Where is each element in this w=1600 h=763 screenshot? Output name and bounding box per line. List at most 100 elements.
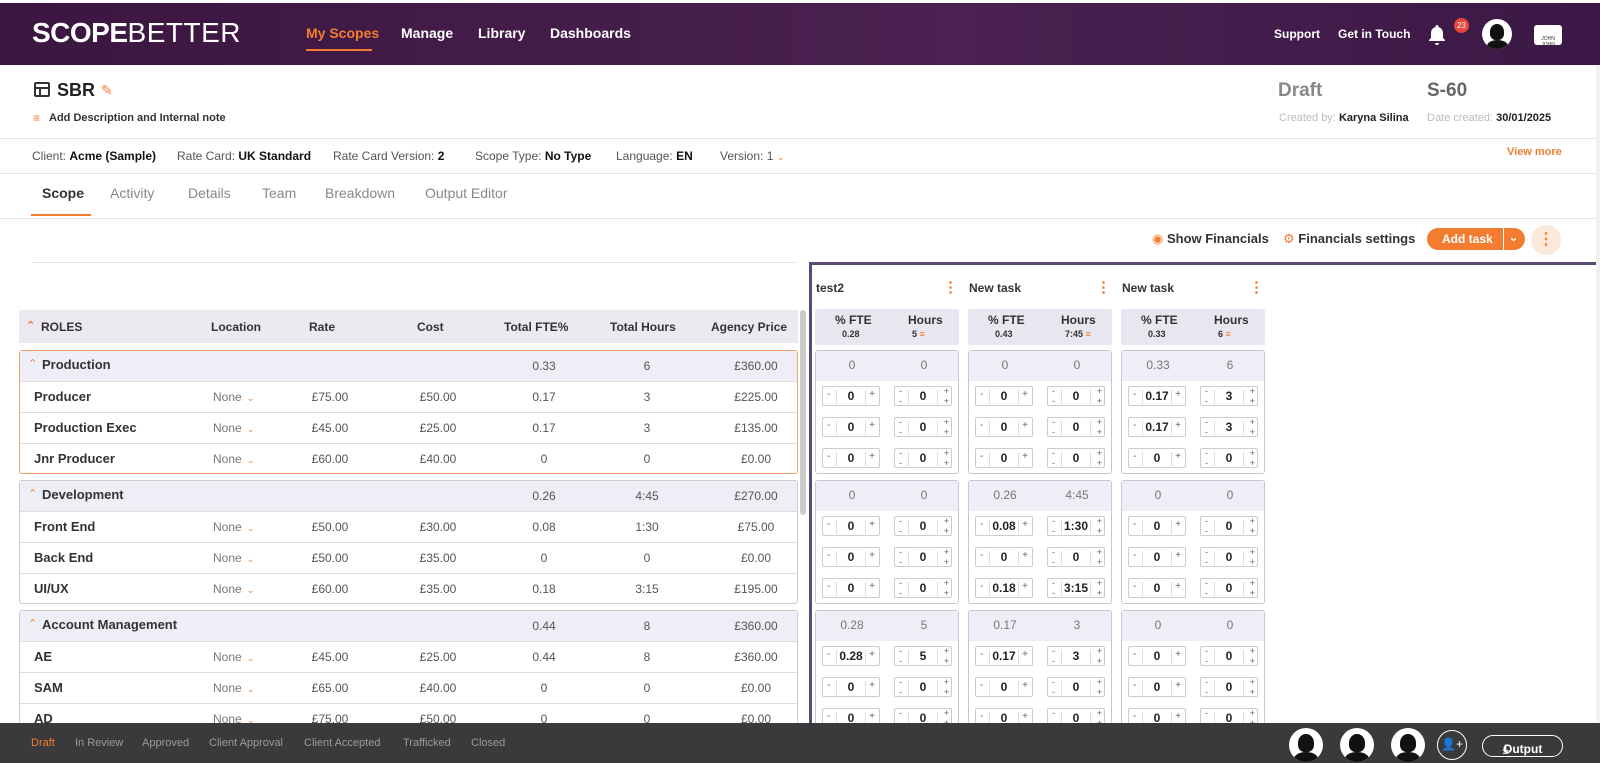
fte-value[interactable]: 0 [1142,712,1172,726]
hours-stepper[interactable]: -- 0 ++ [894,386,952,406]
fte-value[interactable]: 0.18 [989,582,1019,596]
hours-value[interactable]: 0 [908,421,938,435]
nav-my-scopes[interactable]: My Scopes [306,25,380,41]
increment-button[interactable]: + [1022,451,1028,462]
company-logo[interactable]: JOHN JOHN [1534,25,1562,48]
increment-button[interactable]: + [1022,711,1028,722]
hours-value[interactable]: 1:30 [1061,520,1091,534]
task-menu-icon[interactable]: ⋮ [943,279,958,296]
status-draft[interactable]: Draft [31,737,55,749]
hours-stepper[interactable]: -- 0 ++ [1200,547,1258,567]
task-menu-icon[interactable]: ⋮ [1096,279,1111,296]
decrement-button[interactable]: - [827,680,831,691]
fte-stepper[interactable]: - 0 + [975,386,1033,406]
increment-button[interactable]: + [1022,420,1028,431]
fte-stepper[interactable]: - 0 + [975,448,1033,468]
decrement-button[interactable]: - [980,711,984,722]
chevron-down-icon[interactable]: ⌄ [1509,232,1519,244]
fte-value[interactable]: 0 [989,551,1019,565]
task-name[interactable]: New task [969,281,1022,295]
decrement-button[interactable]: -- [1052,646,1055,666]
group-header[interactable]: ⌃ Production 0.33 6 £360.00 [20,351,797,381]
hours-stepper[interactable]: -- 0 ++ [1047,448,1105,468]
nav-dashboards[interactable]: Dashboards [550,25,631,41]
decrement-button[interactable]: -- [1205,448,1208,468]
financials-settings-button[interactable]: ⚙ Financials settings [1283,231,1415,247]
fte-stepper[interactable]: - 0 + [975,417,1033,437]
status-closed[interactable]: Closed [471,737,506,749]
decrement-button[interactable]: - [1133,389,1137,400]
fte-stepper[interactable]: - 0 + [822,516,880,536]
hours-value[interactable]: 0 [1061,390,1091,404]
increment-button[interactable]: + [869,649,875,660]
increment-button[interactable]: + [1175,711,1181,722]
fte-value[interactable]: 0 [836,520,866,534]
hours-value[interactable]: 0 [1214,551,1244,565]
status-trafficked[interactable]: Trafficked [403,737,451,749]
fte-stepper[interactable]: - 0 + [975,677,1033,697]
team-avatar[interactable] [1340,728,1374,762]
decrement-button[interactable]: -- [1052,417,1055,437]
fte-value[interactable]: 0 [836,712,866,726]
increment-button[interactable]: ++ [943,448,949,468]
hours-value[interactable]: 0 [908,452,938,466]
increment-button[interactable]: + [869,581,875,592]
location-select[interactable]: None ⌄ [213,712,254,726]
decrement-button[interactable]: - [827,711,831,722]
decrement-button[interactable]: - [1133,680,1137,691]
location-select[interactable]: None ⌄ [213,390,254,404]
hours-value[interactable]: 3 [1214,421,1244,435]
hours-value[interactable]: 0 [908,520,938,534]
status-client-accepted[interactable]: Client Accepted [304,737,381,749]
increment-button[interactable]: + [1022,581,1028,592]
decrement-button[interactable]: - [1133,581,1137,592]
app-logo[interactable]: SCOPEBETTER [32,17,241,49]
location-select[interactable]: None ⌄ [213,520,254,534]
increment-button[interactable]: + [1175,550,1181,561]
hours-stepper[interactable]: -- 0 ++ [1200,516,1258,536]
decrement-button[interactable]: -- [899,417,902,437]
hours-stepper[interactable]: -- 3 + + [1200,386,1258,406]
increment-button[interactable]: ++ [1096,386,1102,406]
location-select[interactable]: None ⌄ [213,681,254,695]
show-financials-button[interactable]: ◉ Show Financials [1152,231,1269,247]
increment-button[interactable]: ++ [1096,646,1102,666]
decrement-button[interactable]: -- [1052,677,1055,697]
increment-button[interactable]: ++ [1096,547,1102,567]
task-menu-icon[interactable]: ⋮ [1249,279,1264,296]
increment-button[interactable]: + [1022,680,1028,691]
hours-value[interactable]: 0 [1061,452,1091,466]
increment-button[interactable]: ++ [1096,448,1102,468]
tab-team[interactable]: Team [262,185,297,201]
status-in-review[interactable]: In Review [75,737,124,749]
increment-button[interactable]: ++ [1096,516,1102,536]
decrement-button[interactable]: -- [1052,547,1055,567]
decrement-button[interactable]: -- [1205,677,1208,697]
decrement-button[interactable]: - [827,550,831,561]
increment-button[interactable]: + [869,519,875,530]
decrement-button[interactable]: - [980,550,984,561]
increment-button[interactable]: + [1022,519,1028,530]
increment-button[interactable]: + [1175,581,1181,592]
hours-value[interactable]: 3 [1214,390,1244,404]
increment-button[interactable]: + [1175,680,1181,691]
fte-stepper[interactable]: - 0 + [1128,646,1186,666]
increment-button[interactable]: ++ [1249,386,1255,406]
decrement-button[interactable]: - [1133,519,1137,530]
hours-stepper[interactable]: -- 3:15 + + [1047,578,1105,598]
fte-stepper[interactable]: - 0 + [1128,448,1186,468]
hours-stepper[interactable]: -- 3 + + [1200,417,1258,437]
decrement-button[interactable]: - [980,451,984,462]
fte-stepper[interactable]: - 0 + [822,578,880,598]
fte-value[interactable]: 0 [1142,520,1172,534]
increment-button[interactable]: + [869,420,875,431]
decrement-button[interactable]: - [827,581,831,592]
increment-button[interactable]: ++ [943,646,949,666]
increment-button[interactable]: ++ [1249,516,1255,536]
increment-button[interactable]: + [869,389,875,400]
version-select[interactable]: Version: 1 ⌄ [720,149,784,163]
fte-value[interactable]: 0 [836,551,866,565]
increment-button[interactable]: + [869,550,875,561]
fte-stepper[interactable]: - 0.17 + [975,646,1033,666]
increment-button[interactable]: + [1175,649,1181,660]
